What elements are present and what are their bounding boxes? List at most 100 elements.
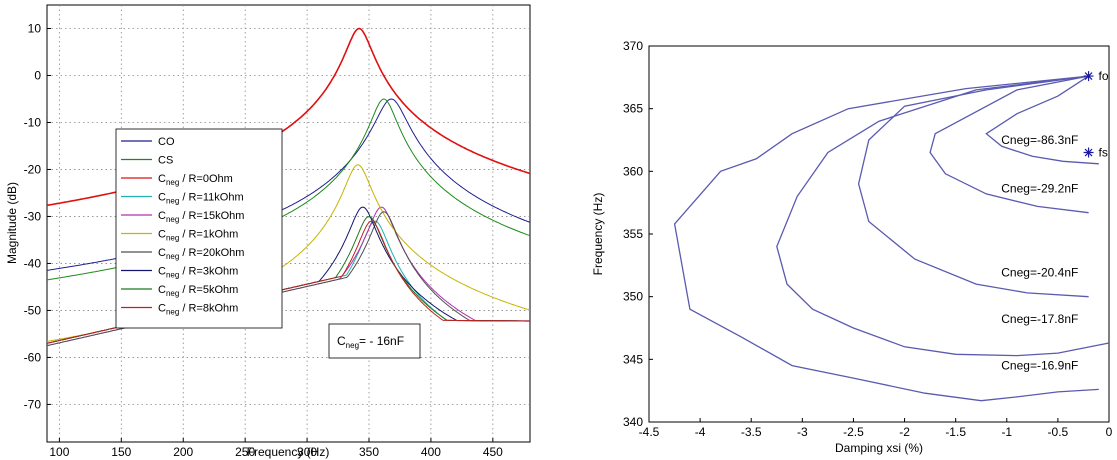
right-series-lines: [673, 75, 1110, 402]
legend-label-9: Cneg / R=8kOhm: [158, 303, 238, 317]
annotation-text: Cneg= - 16nF: [337, 334, 404, 350]
legend-label-sub: neg: [166, 308, 179, 317]
annotation-sub: neg: [346, 341, 359, 350]
curve-label-3: Cneg=-17.8nF: [1001, 312, 1078, 326]
legend-label-sub: neg: [166, 252, 179, 261]
y-tick-label: -20: [24, 162, 42, 176]
y-tick-label: 340: [623, 415, 643, 429]
y-tick-label: -50: [24, 303, 42, 317]
y-tick-label: -70: [24, 397, 42, 411]
legend-label-sub: neg: [166, 234, 179, 243]
curve-label-0: Cneg=-86.3nF: [1001, 133, 1078, 147]
y-tick-label: 370: [623, 39, 643, 53]
legend-label-rest: / R=15kOhm: [179, 210, 244, 222]
annotation-box: [328, 323, 421, 359]
legend-label-rest: / R=11kOhm: [179, 192, 243, 204]
legend-label-main: CO: [158, 136, 175, 148]
curve-label-1: Cneg=-29.2nF: [1001, 182, 1078, 196]
legend-label-main: C: [158, 247, 166, 259]
right-x-axis-label: Damping xsi (%): [835, 441, 923, 455]
damping-curve-3: [776, 75, 1110, 357]
y-tick-label: 365: [623, 102, 643, 116]
x-tick-label: 150: [111, 445, 131, 459]
legend-label-rest: / R=1kOhm: [179, 229, 238, 241]
legend-label-8: Cneg / R=5kOhm: [158, 284, 238, 298]
y-tick-label: 355: [623, 227, 643, 241]
annotation-rest: = - 16nF: [359, 334, 404, 348]
curve-label-2: Cneg=-20.4nF: [1001, 266, 1078, 280]
legend-label-6: Cneg / R=20kOhm: [158, 247, 244, 261]
x-tick-label: -4.5: [639, 425, 660, 439]
y-tick-label: -10: [24, 115, 42, 129]
right-y-axis-label: Frequency (Hz): [591, 193, 605, 276]
legend-label-4: Cneg / R=15kOhm: [158, 210, 244, 224]
legend-label-3: Cneg / R=11kOhm: [158, 192, 244, 206]
legend-label-main: C: [158, 303, 166, 315]
damping-curve-4: [673, 75, 1099, 402]
legend-label-main: C: [158, 210, 166, 222]
left-x-axis-label: Frequency (Hz): [247, 445, 330, 459]
legend-label-7: Cneg / R=3kOhm: [158, 266, 238, 280]
y-tick-label: -40: [24, 256, 42, 270]
legend-label-sub: neg: [166, 215, 179, 224]
legend-label-sub: neg: [166, 197, 179, 206]
marker-fo: [1083, 71, 1094, 82]
y-tick-label: 360: [623, 164, 643, 178]
legend-label-1: CS: [158, 155, 173, 167]
right-plot-area: [648, 45, 1110, 423]
x-tick-label: 0: [1106, 425, 1113, 439]
y-tick-label: -60: [24, 350, 42, 364]
left-grid: [47, 5, 530, 442]
right-damping-plot: -4.5 -4 -3.5 -3 -2.5 -2 -1.5 -1 -0.5 0 370 365 360 35…: [591, 39, 1113, 455]
legend-label-2: Cneg / R=0Ohm: [158, 173, 233, 187]
legend-label-rest: / R=0Ohm: [179, 173, 233, 185]
legend-label-main: C: [158, 229, 166, 241]
legend-label-sub: neg: [166, 289, 179, 298]
legend-label-rest: / R=3kOhm: [179, 266, 238, 278]
annotation-main: C: [337, 334, 346, 348]
x-tick-label: -3.5: [741, 425, 762, 439]
legend-label-sub: neg: [166, 271, 179, 280]
x-tick-label: -1: [1001, 425, 1012, 439]
marker-label-fs: fs: [1099, 146, 1108, 160]
cneg-annotation: Cneg= - 16nF: [328, 323, 421, 359]
damping-curve-1: [929, 75, 1089, 214]
x-tick-label: 250: [235, 445, 255, 459]
x-tick-label: 300: [297, 445, 317, 459]
legend-label-0: CO: [158, 136, 175, 148]
x-tick-label: 450: [483, 445, 503, 459]
right-markers: fo fs: [1083, 69, 1109, 160]
x-tick-label: -1.5: [945, 425, 966, 439]
legend-box: [115, 128, 283, 329]
x-tick-label: 350: [359, 445, 379, 459]
x-tick-label: -2: [899, 425, 910, 439]
y-tick-label: 345: [623, 352, 643, 366]
y-tick-label: 0: [34, 68, 41, 82]
x-tick-label: -4: [695, 425, 706, 439]
left-magnitude-plot: 100 150 200 250 300 350 400 450100-10-20-30-40-…: [5, 4, 531, 459]
x-tick-label: 400: [421, 445, 441, 459]
damping-curve-2: [857, 75, 1089, 298]
x-tick-label: 200: [173, 445, 193, 459]
legend-label-sub: neg: [166, 178, 179, 187]
curve-label-4: Cneg=-16.9nF: [1001, 358, 1078, 372]
legend-label-5: Cneg / R=1kOhm: [158, 229, 238, 243]
legend-label-rest: / R=8kOhm: [179, 303, 238, 315]
legend-label-main: C: [158, 192, 166, 204]
marker-label-fo: fo: [1099, 69, 1109, 83]
x-tick-label: -3: [797, 425, 808, 439]
y-tick-label: 350: [623, 290, 643, 304]
x-tick-label: -0.5: [1048, 425, 1069, 439]
legend-label-main: C: [158, 173, 166, 185]
left-y-axis-label: Magnitude (dB): [5, 182, 19, 264]
damping-curve-0: [985, 75, 1099, 165]
legend-label-main: C: [158, 266, 166, 278]
left-ticks: 100 150 200 250 300 350 400 450100-10-20-30-40-…: [24, 21, 504, 459]
right-ticks: -4.5 -4 -3.5 -3 -2.5 -2 -1.5 -1 -0.5 0 370 365 360 35…: [623, 39, 1113, 439]
legend-label-rest: / R=20kOhm: [179, 247, 244, 259]
legend-label-main: C: [158, 284, 166, 296]
legend-label-rest: / R=5kOhm: [179, 284, 238, 296]
marker-fs: [1083, 147, 1094, 158]
